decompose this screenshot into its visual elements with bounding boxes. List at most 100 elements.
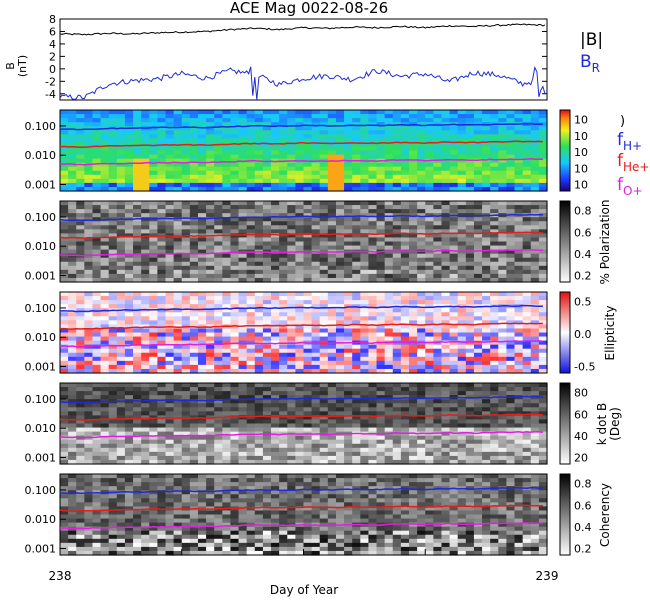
heatmap-cell bbox=[206, 273, 215, 279]
legend-f-o: fO+ bbox=[617, 175, 643, 198]
heatmap-cell bbox=[287, 403, 296, 408]
heatmap-cell bbox=[538, 201, 548, 206]
heatmap-cell bbox=[457, 269, 467, 275]
heatmap-cell bbox=[409, 431, 418, 437]
heatmap-cell bbox=[335, 435, 345, 441]
heatmap-cell bbox=[498, 253, 508, 259]
heatmap-cell bbox=[84, 340, 94, 346]
heatmap-cell bbox=[514, 126, 524, 131]
heatmap-cell bbox=[165, 277, 175, 283]
heatmap-cell bbox=[92, 201, 102, 206]
heatmap-cell bbox=[311, 387, 321, 392]
heatmap-cell bbox=[84, 368, 94, 374]
heatmap-cell bbox=[254, 114, 264, 119]
heatmap-cell bbox=[262, 162, 272, 168]
heatmap-cell bbox=[441, 166, 451, 172]
heatmap-cell bbox=[417, 364, 426, 370]
heatmap-cell bbox=[441, 245, 451, 251]
heatmap-cell bbox=[538, 122, 548, 127]
heatmap-cell bbox=[108, 510, 118, 516]
heatmap-cell bbox=[482, 336, 491, 342]
heatmap-cell bbox=[425, 245, 434, 251]
heatmap-cell bbox=[165, 245, 175, 251]
heatmap-cell bbox=[441, 415, 451, 421]
heatmap-cell bbox=[352, 154, 361, 160]
heatmap-cell bbox=[238, 126, 248, 131]
heatmap-cell bbox=[457, 364, 467, 370]
heatmap-cell bbox=[344, 174, 353, 180]
heatmap-cell bbox=[465, 308, 475, 313]
heatmap-cell bbox=[222, 352, 232, 358]
heatmap-cell bbox=[384, 324, 394, 330]
heatmap-cell bbox=[506, 308, 516, 313]
heatmap-cell bbox=[116, 130, 126, 135]
heatmap-cell bbox=[68, 522, 77, 528]
heatmap-cell bbox=[189, 217, 199, 222]
heatmap-cell bbox=[303, 237, 313, 243]
heatmap-cell bbox=[506, 352, 516, 358]
heatmap-cell bbox=[214, 431, 223, 437]
heatmap-cell bbox=[92, 518, 102, 524]
heatmap-cell bbox=[449, 277, 459, 283]
heatmap-cell bbox=[400, 201, 410, 206]
heatmap-cell bbox=[400, 443, 410, 449]
heatmap-cell bbox=[254, 328, 264, 334]
heatmap-cell bbox=[538, 356, 548, 362]
heatmap-cell bbox=[92, 344, 102, 350]
heatmap-cell bbox=[214, 134, 223, 139]
heatmap-cell bbox=[465, 146, 475, 152]
heatmap-cell bbox=[76, 550, 85, 556]
heatmap-cell bbox=[457, 435, 467, 441]
heatmap-cell bbox=[287, 411, 296, 416]
heatmap-cell bbox=[433, 455, 443, 461]
heatmap-cell bbox=[116, 455, 126, 461]
heatmap-cell bbox=[116, 114, 126, 119]
heatmap-cell bbox=[368, 407, 378, 412]
heatmap-cell bbox=[522, 178, 532, 184]
heatmap-cell bbox=[230, 225, 240, 230]
heatmap-cell bbox=[360, 217, 370, 222]
heatmap-cell bbox=[506, 431, 516, 437]
heatmap-cell bbox=[157, 126, 167, 131]
heatmap-cell bbox=[76, 407, 85, 412]
heatmap-cell bbox=[433, 261, 443, 267]
heatmap-cell bbox=[206, 348, 215, 354]
heatmap-cell bbox=[141, 360, 150, 366]
heatmap-cell bbox=[100, 233, 110, 239]
heatmap-cell bbox=[262, 138, 272, 143]
heatmap-cell bbox=[311, 356, 321, 362]
heatmap-cell bbox=[335, 391, 345, 396]
heatmap-cell bbox=[425, 455, 434, 461]
heatmap-cell bbox=[60, 138, 69, 143]
heatmap-cell bbox=[441, 336, 451, 342]
heatmap-cell bbox=[311, 332, 321, 338]
heatmap-cell bbox=[222, 269, 232, 275]
heatmap-cell bbox=[68, 118, 77, 123]
heatmap-cell bbox=[303, 134, 313, 139]
heatmap-cell bbox=[473, 292, 483, 297]
heatmap-cell bbox=[319, 225, 329, 230]
coherency-panel: Coherency bbox=[59, 473, 612, 556]
heatmap-cell bbox=[157, 304, 167, 309]
heatmap-cell bbox=[287, 245, 296, 251]
heatmap-cell bbox=[279, 277, 288, 283]
heatmap-cell bbox=[392, 419, 402, 425]
heatmap-cell bbox=[506, 269, 516, 275]
heatmap-cell bbox=[376, 273, 386, 279]
heatmap-cell bbox=[189, 308, 199, 313]
heatmap-cell bbox=[344, 336, 353, 342]
heatmap-cell bbox=[392, 241, 402, 247]
heatmap-cell bbox=[230, 435, 240, 441]
heatmap-cell bbox=[100, 447, 110, 453]
heatmap-cell bbox=[124, 277, 134, 283]
heatmap-cell bbox=[449, 328, 459, 334]
heatmap-cell bbox=[254, 233, 264, 239]
heatmap-cell bbox=[360, 419, 370, 425]
heatmap-cell bbox=[108, 340, 118, 346]
heatmap-cell bbox=[449, 257, 459, 263]
heatmap-cell bbox=[319, 118, 329, 123]
heatmap-cell bbox=[165, 170, 175, 176]
heatmap-cell bbox=[271, 241, 280, 247]
heatmap-cell bbox=[319, 126, 329, 131]
heatmap-cell bbox=[400, 368, 410, 374]
